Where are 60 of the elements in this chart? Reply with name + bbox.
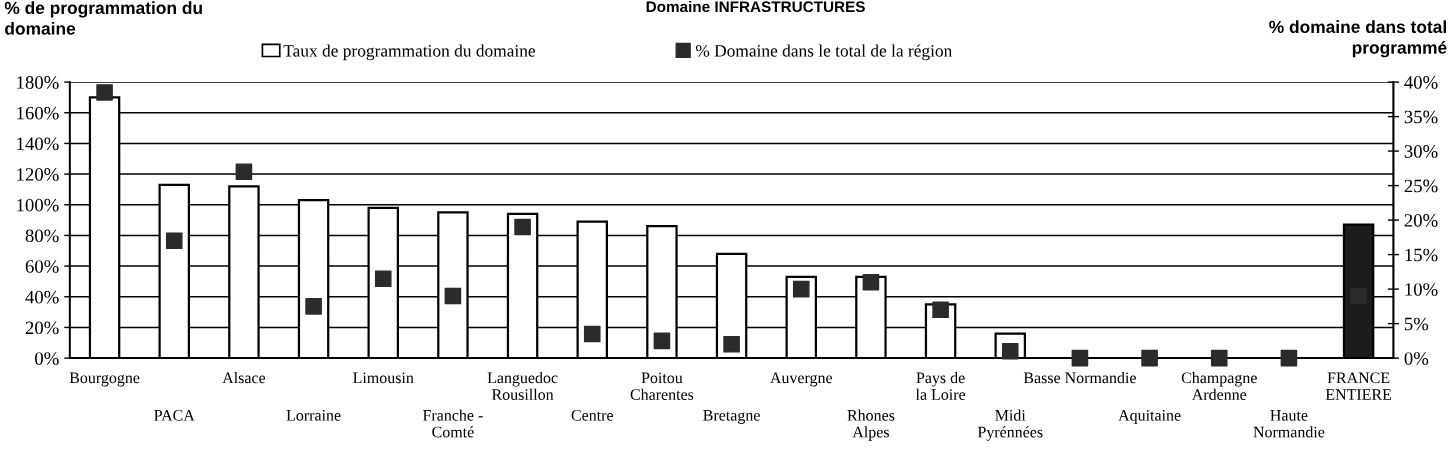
x-tick-label: Lorraine (286, 409, 341, 421)
y2-tick-label: 25% (1404, 179, 1438, 193)
point (96, 84, 113, 101)
y2-tick-label: 5% (1404, 317, 1429, 331)
y2-tick-label: 15% (1405, 248, 1438, 262)
x-tick-label: Pays de la Loire (915, 371, 966, 400)
y-tick-label: 0% (35, 352, 59, 365)
y2-tick-label: 0% (1404, 352, 1429, 365)
x-tick-label: Alsace (222, 371, 266, 384)
x-tick-label: Franche - Comté (423, 409, 483, 438)
x-tick-label: Midi Pyrénnées (977, 409, 1043, 441)
point (514, 218, 531, 236)
x-tick-label: Poitou Charentes (630, 372, 694, 400)
x-tick-label: Centre (571, 409, 613, 421)
x-tick-label: PACA (154, 409, 195, 421)
y2-tick-label: 30% (1404, 145, 1438, 158)
point (792, 280, 810, 298)
x-tick-label: Bretagne (703, 410, 760, 424)
point (165, 232, 183, 250)
y-axis-title: % de programmation du domaine (4, 1, 202, 35)
x-tick-label: Rhones Alpes (847, 409, 895, 441)
point (444, 287, 462, 305)
x-tick-label: FRANCE ENTIERE (1325, 372, 1392, 400)
point (862, 273, 880, 291)
y-tick-label: 60% (25, 260, 59, 273)
x-tick-label: Bourgogne (69, 372, 140, 387)
y2-tick-label: 20% (1404, 214, 1438, 227)
y-tick-label: 120% (17, 168, 59, 181)
x-tick-label: Auvergne (770, 372, 833, 387)
legend-label: % Domaine dans le total de la région (695, 44, 953, 61)
point (723, 335, 740, 353)
x-tick-label: Champagne Ardenne (1181, 371, 1257, 400)
point (583, 325, 601, 343)
point (374, 270, 392, 288)
point (235, 163, 253, 181)
x-tick-label: Limousin (353, 372, 414, 384)
x-tick-label: Languedoc Rousillon (487, 371, 558, 400)
point (1071, 349, 1089, 367)
point (653, 332, 671, 350)
y-tick-label: 180% (17, 76, 59, 89)
legend-label: Taux de programmation du domaine (283, 44, 536, 61)
point (1210, 349, 1228, 367)
point (932, 301, 949, 319)
y2-tick-label: 10% (1405, 283, 1438, 296)
y-tick-label: 100% (17, 198, 59, 212)
x-tick-label: Basse Normandie (1023, 371, 1136, 384)
point (1280, 349, 1298, 367)
x-tick-label: Aquitaine (1118, 409, 1181, 424)
y-tick-label: 20% (25, 321, 59, 335)
y2-tick-label: 35% (1404, 110, 1438, 124)
y2-tick-label: 40% (1404, 76, 1438, 89)
y-tick-label: 40% (25, 290, 59, 304)
chart-title: Domaine INFRASTRUCTURES (646, 0, 865, 13)
y-tick-label: 160% (17, 106, 59, 120)
y2-axis-title: % domaine dans total programmé (1269, 20, 1447, 58)
x-tick-label: Haute Normandie (1253, 410, 1325, 438)
y-tick-label: 80% (25, 229, 59, 243)
point (1141, 349, 1158, 367)
point (305, 298, 322, 315)
y-tick-label: 140% (17, 137, 59, 151)
